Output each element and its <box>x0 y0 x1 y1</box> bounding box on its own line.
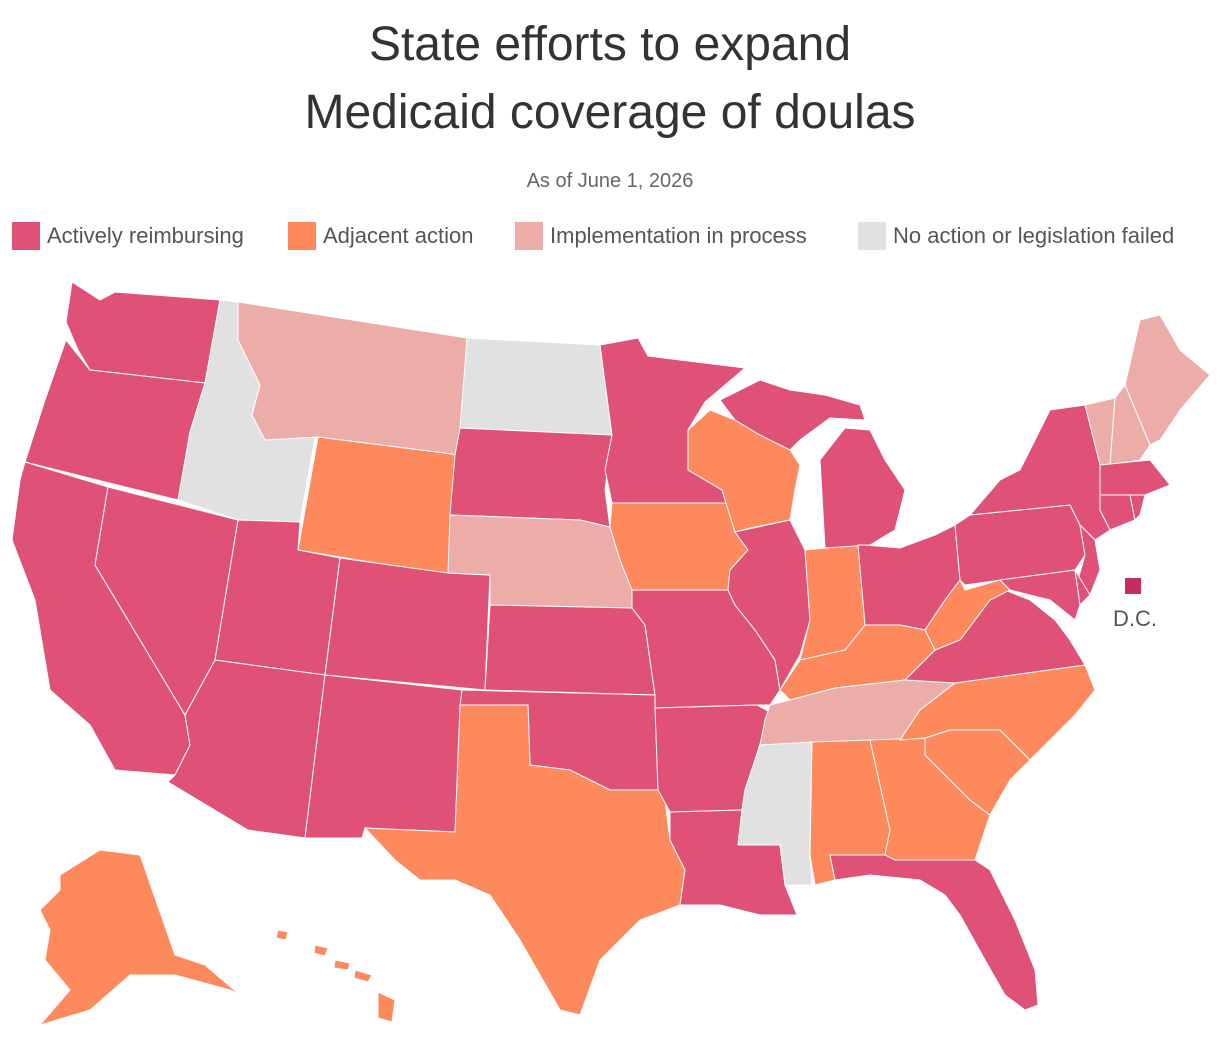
state <box>1124 314 1211 446</box>
legend-label: No action or legislation failed <box>893 223 1174 248</box>
state <box>719 379 906 549</box>
state <box>1099 494 1136 531</box>
state <box>304 674 463 839</box>
state <box>275 929 396 1023</box>
state <box>324 557 491 691</box>
map: D.C. <box>11 281 1211 1026</box>
dc-marker <box>1125 578 1141 594</box>
legend-label: Adjacent action <box>323 223 473 248</box>
legend-swatch <box>858 222 886 250</box>
state <box>609 502 749 591</box>
state <box>237 301 468 456</box>
state <box>1109 384 1151 466</box>
title-line: State efforts to expand <box>369 18 851 71</box>
state <box>363 704 686 1016</box>
state <box>1129 494 1146 522</box>
legend-label: Implementation in process <box>550 223 807 248</box>
state <box>1099 459 1171 496</box>
state <box>459 337 613 436</box>
state <box>449 427 613 528</box>
dc-label: D.C. <box>1113 606 1157 631</box>
legend-swatch <box>515 222 543 250</box>
legend-swatch <box>288 222 316 250</box>
legend-swatch <box>12 222 40 250</box>
state <box>65 281 221 384</box>
state <box>484 604 656 696</box>
state <box>829 854 1039 1011</box>
subtitle: As of June 1, 2026 <box>527 170 694 192</box>
title-line: Medicaid coverage of doulas <box>304 86 915 139</box>
state <box>1074 569 1091 607</box>
legend: Actively reimbursing Adjacent action Imple… <box>12 222 1174 250</box>
legend-label: Actively reimbursing <box>47 223 244 248</box>
state <box>38 849 241 1026</box>
